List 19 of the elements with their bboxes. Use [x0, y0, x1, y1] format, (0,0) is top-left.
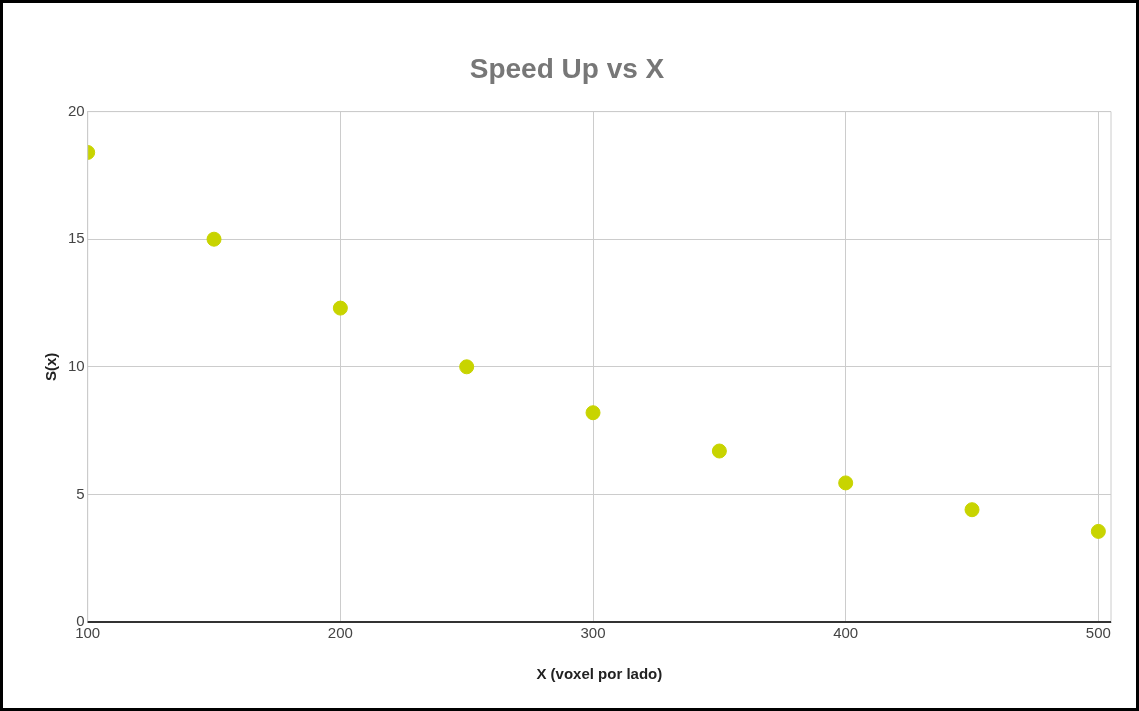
x-tick-label: 500 [1085, 624, 1111, 642]
x-axis-title: X (voxel por lado) [536, 665, 663, 683]
point [459, 359, 475, 375]
x-tick-label: 400 [833, 624, 859, 642]
y-tick-label: 10 [68, 356, 85, 374]
y-tick-label: 15 [68, 229, 85, 247]
point [711, 443, 727, 459]
x-tick-label: 200 [327, 624, 353, 642]
y-tick-label: 20 [68, 101, 85, 119]
chart-title: Speed Up vs X [469, 52, 665, 84]
point [1090, 523, 1106, 539]
x-tick-label: 300 [580, 624, 606, 642]
y-axis-title: S(x) [42, 352, 60, 381]
point [332, 300, 348, 316]
point [585, 405, 601, 421]
point [838, 475, 854, 491]
point [964, 502, 980, 518]
point [206, 231, 222, 247]
y-tick-label: 5 [76, 484, 85, 502]
